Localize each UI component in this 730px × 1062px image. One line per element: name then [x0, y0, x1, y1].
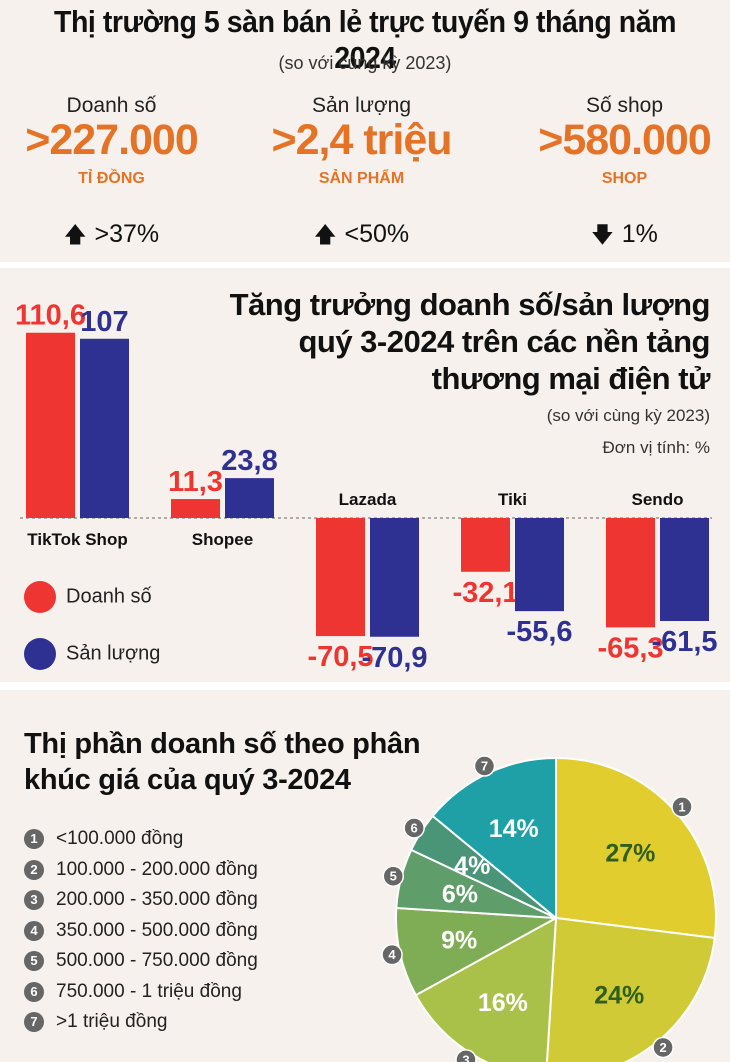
pie-number-badge	[403, 817, 425, 839]
category-label: Sendo	[632, 490, 684, 509]
segment-label: 350.000 - 500.000 đồng	[56, 919, 258, 941]
arrow-up-icon: 🡅	[313, 222, 337, 247]
pie-number-badge	[455, 1049, 477, 1062]
arrow-down-icon: 🡇	[591, 222, 614, 247]
segment-number-badge: 5	[24, 951, 44, 971]
market-share-title: Thị phần doanh số theo phân khúc giá của…	[24, 728, 421, 796]
segment-number-badge: 3	[24, 890, 44, 910]
pie-slice-label: 24%	[594, 981, 644, 1009]
market-share-panel: Thị phần doanh số theo phân khúc giá của…	[0, 690, 730, 1062]
bar-value-label: -70,5	[307, 641, 373, 673]
category-label: Lazada	[339, 490, 397, 509]
pie-number-text: 6	[411, 820, 418, 835]
stat-label: Doanh số	[66, 94, 157, 117]
summary-title: Thị trường 5 sàn bán lẻ trực tuyến 9 thá…	[53, 4, 677, 75]
bar-volume	[80, 338, 129, 518]
segment-label: >1 triệu đồng	[56, 1011, 168, 1032]
summary-panel: Thị trường 5 sàn bán lẻ trực tuyến 9 thá…	[0, 0, 730, 262]
price-segment-item: 4 350.000 - 500.000 đồng	[24, 920, 258, 951]
segment-number-badge: 2	[24, 859, 44, 880]
bar-revenue	[316, 518, 365, 637]
category-label: Shopee	[192, 530, 253, 549]
stat-value: >580.000	[538, 116, 712, 164]
growth-chart-unit: Đơn vị tính: %	[602, 438, 710, 457]
stat-unit: SẢN PHẨM	[318, 170, 405, 187]
pie-slice-label: 14%	[489, 815, 539, 843]
bar-revenue	[461, 518, 510, 572]
bar-value-label: 110,6	[15, 300, 86, 332]
legend-revenue: Doanh số	[24, 581, 152, 613]
bar-volume	[515, 518, 564, 612]
bar-revenue	[26, 332, 75, 518]
pie-number-badge	[652, 1036, 674, 1059]
bar-volume	[660, 518, 709, 622]
price-segment-legend: 1 <100.000 đồng 2 100.000 - 200.000 đồng 3 20…	[24, 828, 258, 1042]
bar-value-label: 11,3	[168, 466, 223, 498]
stat-change: 🡅 >37%	[63, 220, 160, 248]
stat-value: >227.000	[25, 116, 199, 164]
pie-slice-label: 6%	[442, 880, 478, 908]
pie-number-text: 3	[462, 1052, 469, 1062]
pie-number-text: 7	[481, 758, 488, 773]
stat-change: 🡅 <50%	[313, 220, 410, 248]
stat-change: 🡇 1%	[591, 220, 658, 248]
pie-number-badge	[473, 755, 496, 777]
category-label: TikTok Shop	[27, 530, 127, 549]
pie-number-text: 1	[678, 799, 685, 814]
bar-volume	[225, 478, 274, 518]
growth-chart-title: Tăng trưởng doanh số/sản lượng quý 3-202…	[229, 287, 711, 396]
bar-value-label: -55,6	[506, 616, 572, 648]
stat-label: Sản lượng	[311, 94, 412, 117]
bar-value-label: 23,8	[221, 445, 277, 477]
arrow-up-icon: 🡅	[63, 222, 87, 247]
pie-slice-label: 9%	[441, 927, 477, 955]
pie-slice-label: 27%	[605, 839, 655, 867]
market-share-pie-chart: 27%124%216%39%46%5 4%6 14%7	[381, 755, 717, 1062]
pie-number-text: 4	[388, 947, 396, 962]
bar-value-label: -70,9	[361, 642, 427, 674]
price-segment-item: 3 200.000 - 350.000 đồng	[24, 889, 258, 920]
segment-label: 500.000 - 750.000 đồng	[56, 950, 258, 971]
stat-label: Số shop	[585, 94, 664, 117]
segment-label: 750.000 - 1 triệu đồng	[56, 980, 242, 1002]
pie-number-text: 2	[659, 1040, 666, 1055]
bar-value-label: -32,1	[452, 577, 518, 609]
segment-number-badge: 1	[24, 829, 44, 849]
pie-number-badge	[671, 796, 693, 818]
bar-value-label: -65,3	[597, 632, 663, 664]
price-segment-item: 7 >1 triệu đồng	[24, 1011, 258, 1042]
price-segment-item: 2 100.000 - 200.000 đồng	[24, 859, 258, 890]
bar-revenue	[171, 499, 220, 518]
growth-chart-subtitle: (so với cùng kỳ 2023)	[546, 406, 710, 425]
growth-chart-panel: 110,6 107 TikTok Shop 11,3 23,8 Shopee -70,5 -7…	[0, 268, 730, 682]
legend-volume: Sản lượng	[24, 638, 160, 670]
price-segment-item: 6 750.000 - 1 triệu đồng	[24, 981, 258, 1012]
bar-volume	[370, 518, 419, 637]
segment-label: 100.000 - 200.000 đồng	[56, 858, 258, 880]
pie-number-text: 5	[390, 869, 397, 884]
bar-value-label: 107	[80, 306, 128, 338]
segment-number-badge: 4	[24, 920, 44, 941]
summary-subtitle: (so với cùng kỳ 2023)	[278, 53, 452, 73]
stat-unit: SHOP	[601, 170, 648, 187]
stat-value: >2,4 triệu	[271, 116, 452, 164]
legend-swatch	[24, 581, 56, 613]
bar-revenue	[606, 518, 655, 628]
segment-number-badge: 6	[24, 981, 44, 1002]
pie-number-badge	[382, 865, 405, 887]
pie-slice-label: 16%	[478, 989, 528, 1017]
price-segment-item: 1 <100.000 đồng	[24, 828, 258, 859]
price-segment-item: 5 500.000 - 750.000 đồng	[24, 950, 258, 981]
bar-value-label: -61,5	[651, 626, 717, 658]
category-label: Tiki	[498, 490, 527, 509]
segment-label: 200.000 - 350.000 đồng	[56, 889, 258, 910]
segment-label: <100.000 đồng	[56, 828, 184, 849]
legend-swatch	[24, 638, 56, 670]
pie-number-badge	[381, 943, 403, 966]
segment-number-badge: 7	[24, 1012, 44, 1032]
stat-unit: TỈ ĐỒNG	[78, 170, 145, 187]
